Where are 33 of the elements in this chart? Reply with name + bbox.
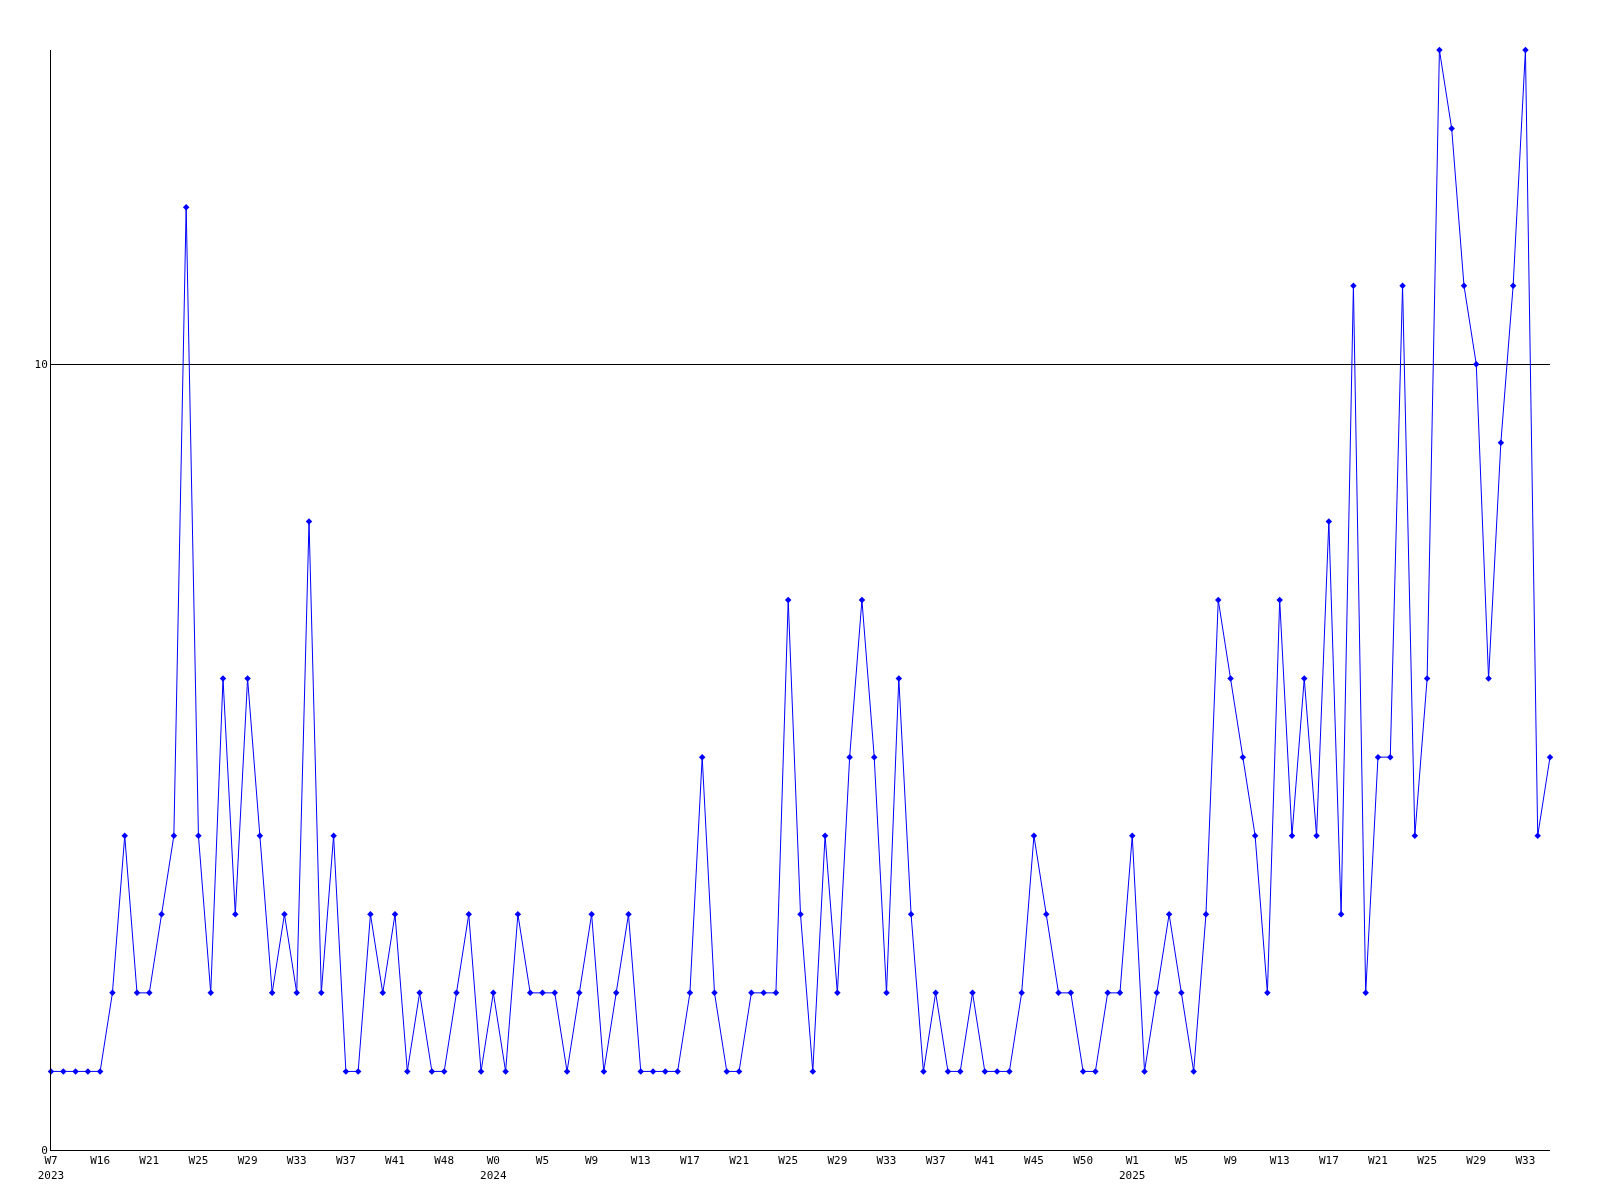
x-tick-label: W16 <box>90 1154 111 1168</box>
x-tick-label: W33 <box>1515 1154 1536 1168</box>
x-tick-label: W13 <box>630 1154 651 1168</box>
x-tick-label: W9 <box>1223 1154 1238 1168</box>
x-tick-label: W21 <box>139 1154 160 1168</box>
x-tick-label: W33 <box>876 1154 897 1168</box>
x-tick-label: W21 <box>1368 1154 1388 1168</box>
x-tick-label: W13 <box>1269 1154 1290 1168</box>
x-tick-label: W21 <box>729 1154 750 1168</box>
x-tick-label: W0 2024 <box>480 1154 507 1182</box>
x-tick-label: W17 <box>679 1154 700 1168</box>
x-tick-label: W41 <box>385 1154 405 1168</box>
x-tick-label: W25 <box>1417 1154 1438 1168</box>
x-tick-label: W33 <box>286 1154 307 1168</box>
y-tick-label: 10 <box>34 358 48 372</box>
x-tick-label: W48 <box>434 1154 455 1168</box>
x-tick-label: W7 2023 <box>37 1154 65 1182</box>
x-tick-label: W37 <box>335 1154 356 1168</box>
x-tick-label: W29 <box>827 1154 848 1168</box>
x-tick-label: W41 <box>974 1154 995 1168</box>
x-tick-label: W37 <box>925 1154 946 1168</box>
x-tick-label: W5 <box>535 1154 550 1168</box>
x-tick-label: W1 2025 <box>1119 1154 1146 1182</box>
x-tick-label: W17 <box>1318 1154 1339 1168</box>
x-tick-label: W45 <box>1024 1154 1044 1168</box>
x-tick-label: W9 <box>584 1154 599 1168</box>
x-tick-label: W5 <box>1174 1154 1189 1168</box>
x-tick-label: W25 <box>778 1154 799 1168</box>
x-tick-label: W25 <box>188 1154 209 1168</box>
x-tick-label: W50 <box>1073 1154 1094 1168</box>
x-tick-label: W29 <box>1466 1154 1487 1168</box>
y-tick-label: 0 <box>41 1143 48 1157</box>
x-tick-label: W29 <box>237 1154 258 1168</box>
